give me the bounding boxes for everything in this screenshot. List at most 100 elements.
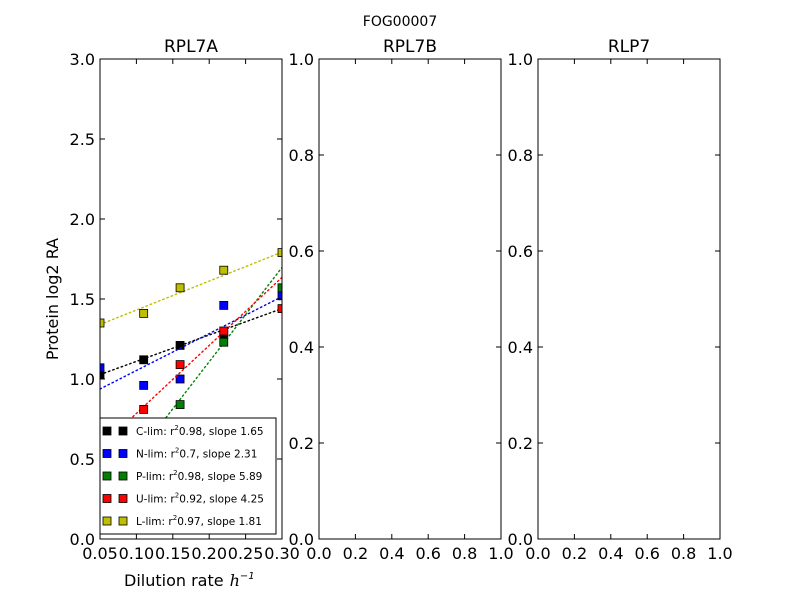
- legend-entry-p-lim: P-lim: r20.98, slope 5.89: [102, 469, 262, 483]
- legend-marker: [118, 516, 128, 526]
- legend-label: L-lim: r20.97, slope 1.81: [136, 514, 262, 528]
- x-tick-label: 0.2: [343, 544, 368, 563]
- axes-frame: [537, 58, 721, 540]
- y-tick-label: 0.6: [289, 242, 314, 261]
- legend-series-name: P-lim: [136, 471, 162, 483]
- data-point: [139, 404, 149, 414]
- plot-area: [538, 59, 720, 539]
- data-point: [139, 308, 149, 318]
- y-tick-label: 0.8: [289, 146, 314, 165]
- y-tick-label: 2.0: [70, 210, 95, 229]
- data-point: [219, 300, 229, 310]
- y-tick-label: 1.5: [70, 290, 95, 309]
- y-axis-label: Protein log2 RA: [43, 238, 62, 360]
- legend-label: U-lim: r20.92, slope 4.25: [136, 492, 264, 506]
- x-tick-label: 0.20: [191, 544, 227, 563]
- legend-marker: [102, 516, 112, 526]
- x-tick-label: 1.0: [488, 544, 513, 563]
- x-tick-label: 0.10: [119, 544, 155, 563]
- legend-series-name: L-lim: [136, 516, 162, 528]
- data-point: [139, 380, 149, 390]
- data-point: [175, 283, 185, 293]
- legend-series-stat: 0.7, slope 2.31: [179, 449, 257, 461]
- x-tick-label: 0.0: [306, 544, 331, 563]
- legend-r-symbol: : r: [163, 426, 175, 438]
- legend-label: N-lim: r20.7, slope 2.31: [136, 447, 257, 461]
- y-tick-label: 0.6: [508, 242, 533, 261]
- y-tick-label: 0.0: [70, 530, 95, 549]
- series-n-lim: [100, 291, 282, 390]
- legend-series-name: C-lim: [136, 426, 163, 438]
- figure-suptitle: FOG00007: [363, 14, 437, 30]
- axes-frame: [318, 58, 502, 540]
- legend-entry-u-lim: U-lim: r20.92, slope 4.25: [102, 492, 264, 506]
- legend-r-exponent: 2: [174, 424, 178, 432]
- data-point: [277, 283, 282, 293]
- panel-title: RPL7B: [383, 37, 437, 57]
- legend: C-lim: r20.98, slope 1.65N-lim: r20.7, s…: [99, 417, 277, 535]
- panel-rlp7: RLP7 0.0 0.2 0.4 0.6 0.8 1.0 0.0 0.2 0.4 0.6 0.8 1.0: [508, 37, 733, 563]
- legend-r-symbol: : r: [162, 516, 174, 528]
- data-point: [100, 369, 105, 379]
- series-l-lim: [100, 248, 282, 328]
- legend-entry-l-lim: L-lim: r20.97, slope 1.81: [102, 514, 262, 528]
- legend-label: P-lim: r20.98, slope 5.89: [136, 469, 262, 483]
- legend-marker: [102, 494, 112, 503]
- y-tick-label: 0.8: [508, 146, 533, 165]
- y-tick-label: 3.0: [70, 50, 95, 69]
- x-axis-unit: h: [230, 571, 240, 590]
- x-tick-label: 1.0: [707, 544, 732, 563]
- plot-data: [100, 248, 282, 504]
- y-tick-label: 0.4: [508, 338, 533, 357]
- panel-rpl7a: RPL7A 0.05 0.10 0.15 0.20 0.25 0.30 0.0 0.5 1.0 1.…: [43, 37, 300, 590]
- legend-r-symbol: : r: [162, 471, 174, 483]
- legend-series-name: U-lim: [136, 494, 164, 506]
- x-tick-label: 0.05: [82, 544, 118, 563]
- legend-marker: [118, 426, 128, 436]
- x-tick-label: 0.8: [671, 544, 696, 563]
- data-point: [219, 265, 229, 275]
- x-tick-label: 0.6: [634, 544, 659, 563]
- data-point: [175, 374, 185, 384]
- x-tick-label: 0.4: [598, 544, 623, 563]
- y-tick-label: 0.0: [508, 530, 533, 549]
- data-point: [175, 400, 185, 410]
- legend-r-exponent: 2: [173, 514, 177, 522]
- legend-marker: [118, 494, 128, 503]
- data-point: [277, 248, 282, 258]
- legend-series-stat: 0.92, slope 4.25: [179, 494, 264, 506]
- y-tick-label: 0.4: [289, 338, 314, 357]
- y-tick-label: 1.0: [508, 50, 533, 69]
- x-axis-label-text: Dilution rate: [124, 571, 224, 590]
- legend-marker: [102, 426, 112, 436]
- legend-series-stat: 0.98, slope 5.89: [178, 471, 263, 483]
- legend-box: [99, 417, 277, 535]
- data-point: [277, 291, 282, 301]
- panel-title: RPL7A: [164, 37, 218, 57]
- legend-entry-n-lim: N-lim: r20.7, slope 2.31: [102, 447, 257, 461]
- x-tick-label: 0.0: [525, 544, 550, 563]
- legend-marker: [118, 471, 128, 481]
- panel-rpl7b: RPL7B 0.0 0.2 0.4 0.6 0.8 1.0 0.0 0.2 0.4 0.6 0.8 1.…: [289, 37, 514, 563]
- y-tick-label: 0.2: [508, 434, 533, 453]
- y-tick-label: 1.0: [289, 50, 314, 69]
- fit-line: [100, 251, 282, 326]
- x-tick-label: 0.4: [379, 544, 404, 563]
- fit-line: [100, 307, 282, 376]
- x-tick-label: 0.6: [415, 544, 440, 563]
- plot-area: [319, 59, 501, 539]
- data-point: [100, 318, 105, 328]
- legend-r-symbol: : r: [164, 494, 176, 506]
- x-tick-label: 0.15: [155, 544, 191, 563]
- y-tick-label: 0.2: [289, 434, 314, 453]
- legend-marker: [118, 449, 128, 458]
- legend-label: C-lim: r20.98, slope 1.65: [136, 424, 264, 438]
- x-axis-unit-exponent: −1: [240, 571, 255, 582]
- legend-r-symbol: : r: [164, 449, 176, 461]
- legend-r-exponent: 2: [175, 447, 179, 455]
- data-point: [100, 363, 105, 373]
- x-axis-label: Dilution rate h−1: [124, 571, 255, 590]
- legend-series-name: N-lim: [136, 449, 164, 461]
